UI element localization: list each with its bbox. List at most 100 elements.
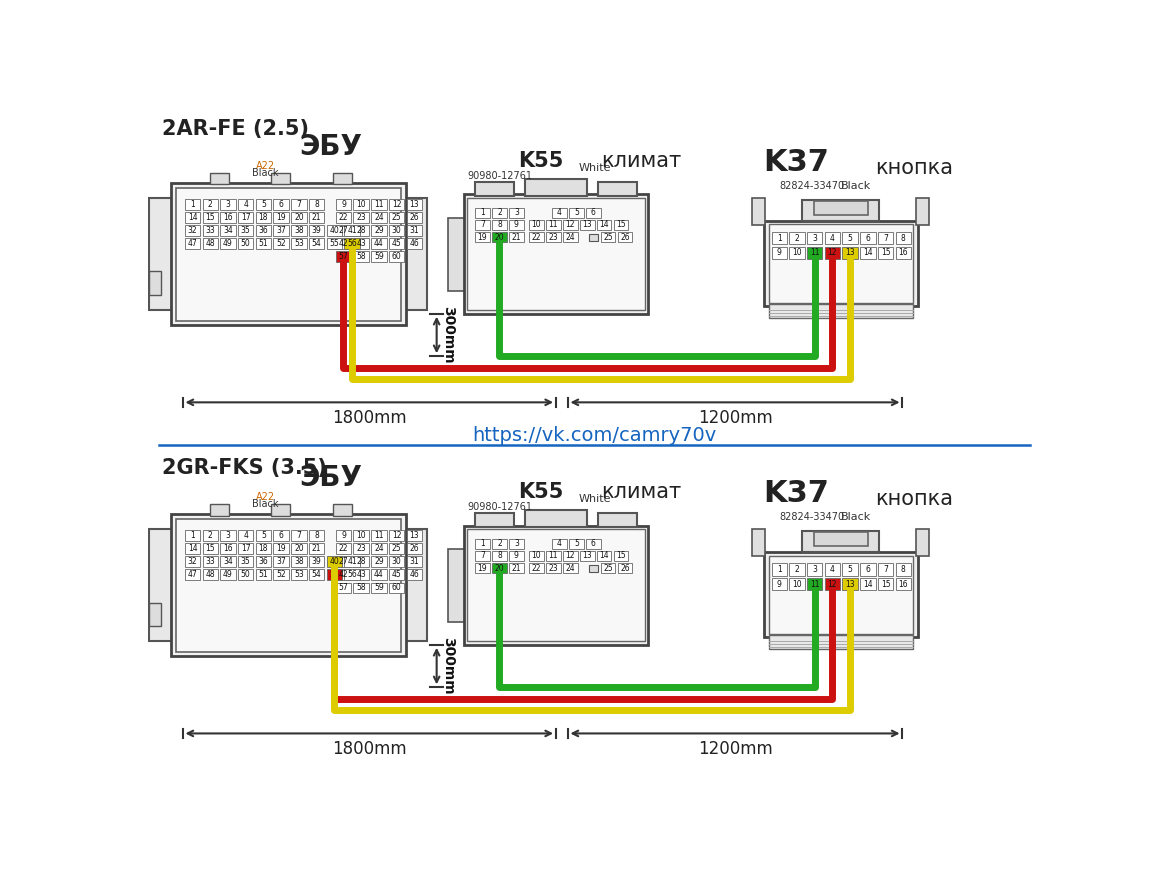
Bar (220, 199, 235, 210)
Text: K55: K55 (519, 152, 564, 172)
Bar (563, 220, 578, 230)
Bar (769, 635, 913, 649)
Text: 24: 24 (374, 544, 384, 553)
Text: 43: 43 (356, 239, 367, 248)
Text: 16: 16 (223, 544, 233, 553)
Bar (274, 225, 289, 236)
Text: 12: 12 (392, 200, 401, 209)
Text: 25: 25 (392, 213, 401, 222)
Text: 17: 17 (241, 544, 251, 553)
Bar (184, 543, 201, 554)
Text: 55: 55 (329, 570, 339, 579)
Text: 8: 8 (901, 234, 906, 243)
Text: 37: 37 (276, 557, 287, 566)
Bar (274, 212, 289, 223)
Bar (238, 199, 253, 210)
Bar (476, 220, 490, 230)
Bar (291, 225, 306, 236)
Text: 50: 50 (241, 570, 251, 579)
Bar (309, 199, 325, 210)
Text: 3: 3 (514, 539, 519, 548)
Text: 7: 7 (297, 531, 302, 540)
Bar (405, 198, 427, 310)
Bar (476, 563, 490, 573)
Bar (210, 504, 229, 516)
Text: Black: Black (841, 512, 871, 522)
Bar (150, 603, 161, 625)
Bar (335, 225, 351, 236)
Text: 1: 1 (190, 531, 195, 540)
Bar (184, 225, 201, 236)
Bar (563, 232, 578, 242)
Text: 8: 8 (496, 552, 502, 561)
Bar (599, 513, 637, 527)
Bar (596, 220, 611, 230)
Bar (238, 569, 253, 580)
Text: 2: 2 (496, 208, 502, 217)
Text: 2AR-FE (2.5): 2AR-FE (2.5) (161, 119, 309, 139)
Bar (614, 220, 629, 230)
Text: 1: 1 (480, 539, 485, 548)
Text: 24: 24 (374, 213, 384, 222)
Text: 34: 34 (223, 226, 233, 235)
Bar (371, 583, 386, 593)
Bar (335, 530, 351, 541)
Text: климат: климат (601, 152, 681, 172)
Bar (753, 529, 766, 556)
Bar (586, 208, 601, 217)
Text: 1200mm: 1200mm (697, 408, 773, 427)
Bar (476, 551, 490, 561)
Bar (509, 539, 523, 548)
Text: 9: 9 (341, 200, 346, 209)
Bar (327, 225, 342, 236)
Bar (509, 232, 523, 242)
Text: 40: 40 (329, 557, 339, 566)
Bar (389, 530, 405, 541)
Bar (203, 569, 218, 580)
Text: 20: 20 (494, 564, 505, 573)
Bar (335, 238, 351, 249)
Bar (354, 251, 369, 262)
Bar (354, 583, 369, 593)
Bar (354, 556, 369, 567)
Text: 1: 1 (480, 208, 485, 217)
Text: 2GR-FKS (3.5): 2GR-FKS (3.5) (161, 458, 327, 477)
Bar (878, 578, 893, 590)
Bar (476, 232, 490, 242)
Text: 39: 39 (312, 226, 321, 235)
Bar (354, 530, 369, 541)
Bar (220, 225, 235, 236)
Text: 33: 33 (205, 557, 215, 566)
Bar (203, 543, 218, 554)
Text: 58: 58 (356, 583, 367, 592)
Bar (878, 247, 893, 259)
Bar (769, 555, 913, 634)
Text: ЭБУ: ЭБУ (299, 464, 362, 492)
Text: 27: 27 (339, 226, 348, 235)
Bar (309, 530, 325, 541)
Text: 34: 34 (223, 557, 233, 566)
Text: 16: 16 (899, 249, 908, 258)
Bar (203, 556, 218, 567)
Bar (570, 539, 583, 548)
Bar (492, 208, 507, 217)
Bar (220, 556, 235, 567)
Bar (238, 212, 253, 223)
Text: 5: 5 (261, 531, 266, 540)
Bar (601, 563, 615, 573)
Text: 27: 27 (339, 557, 348, 566)
Text: 29: 29 (374, 226, 384, 235)
Text: 11: 11 (375, 531, 384, 540)
Text: 2: 2 (208, 531, 212, 540)
Bar (529, 563, 544, 573)
Bar (291, 569, 306, 580)
Text: White: White (579, 163, 611, 173)
Bar (407, 569, 422, 580)
Text: 25: 25 (392, 544, 401, 553)
Bar (371, 569, 386, 580)
Text: 3: 3 (225, 531, 231, 540)
Text: 12: 12 (828, 580, 838, 589)
Bar (476, 539, 490, 548)
Text: 23: 23 (356, 213, 367, 222)
Text: 2: 2 (208, 200, 212, 209)
